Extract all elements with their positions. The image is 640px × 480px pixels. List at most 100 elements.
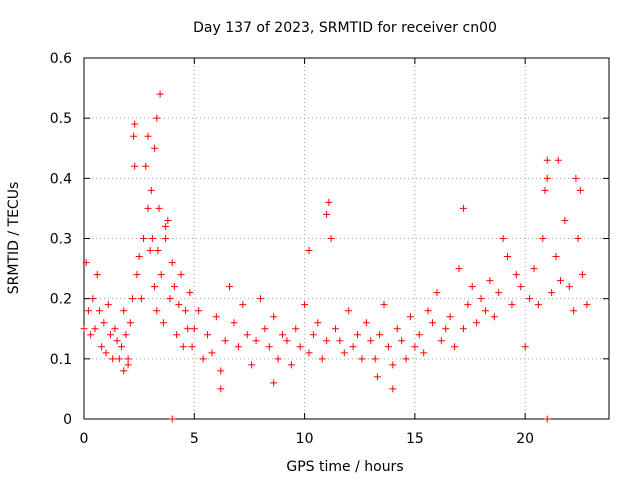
y-axis-label: SRMTID / TECUs [6, 182, 22, 295]
data-point [572, 174, 580, 182]
data-point [106, 331, 114, 339]
data-point [384, 343, 392, 351]
data-point [543, 156, 551, 164]
data-point [111, 325, 119, 333]
data-point [162, 222, 170, 230]
data-point [221, 337, 229, 345]
data-point [389, 385, 397, 393]
data-point [256, 295, 264, 303]
data-point [354, 331, 362, 339]
data-point [120, 367, 128, 375]
data-point [82, 259, 90, 267]
data-point [142, 162, 150, 170]
data-point [411, 343, 419, 351]
data-point [371, 355, 379, 363]
data-point [468, 283, 476, 291]
data-point [336, 337, 344, 345]
data-point [248, 361, 256, 369]
data-point [154, 247, 162, 255]
x-tick-label: 20 [516, 431, 534, 447]
data-point [292, 325, 300, 333]
data-point [186, 289, 194, 297]
data-point [543, 174, 551, 182]
data-point [459, 325, 467, 333]
data-point [270, 379, 278, 387]
data-point [556, 277, 564, 285]
data-point [477, 295, 485, 303]
data-point [296, 343, 304, 351]
data-point [199, 355, 207, 363]
data-point [226, 283, 234, 291]
data-point [173, 331, 181, 339]
data-point [345, 307, 353, 315]
data-point [122, 331, 130, 339]
data-point [89, 295, 97, 303]
data-point [548, 289, 556, 297]
data-point [327, 235, 335, 242]
data-point [287, 361, 295, 369]
data-point [265, 343, 273, 351]
data-point [521, 343, 529, 351]
data-point [490, 313, 498, 321]
data-point [115, 355, 123, 363]
x-tick-label: 10 [296, 431, 314, 447]
data-point [204, 331, 212, 339]
data-point [131, 120, 139, 128]
data-point [159, 319, 167, 327]
data-point [170, 283, 178, 291]
data-point [126, 319, 134, 327]
data-point [230, 319, 238, 327]
data-point [166, 295, 174, 303]
x-tick-label: 5 [190, 431, 199, 447]
data-point [473, 319, 481, 327]
data-point [512, 271, 520, 279]
data-point [151, 144, 159, 152]
data-point [98, 343, 106, 351]
data-point [415, 331, 423, 339]
data-point [437, 337, 445, 345]
data-point [323, 210, 331, 218]
data-point [283, 337, 291, 345]
data-point [184, 325, 192, 333]
data-point [151, 283, 159, 291]
data-point [420, 349, 428, 357]
data-point [93, 271, 101, 279]
data-point [367, 337, 375, 345]
data-point [561, 216, 569, 224]
data-point [402, 355, 410, 363]
data-point [279, 331, 287, 339]
data-point [565, 283, 573, 291]
data-point [376, 331, 384, 339]
data-point [124, 361, 132, 369]
x-tick-label: 0 [80, 431, 89, 447]
data-point [406, 313, 414, 321]
data-point [155, 204, 163, 212]
y-tick-label: 0.5 [50, 111, 72, 127]
y-tick-label: 0 [63, 412, 72, 428]
data-point [168, 259, 176, 267]
data-point [499, 235, 507, 242]
y-tick-label: 0.1 [50, 352, 72, 368]
data-point [95, 307, 103, 315]
data-point [212, 313, 220, 321]
data-point [380, 301, 388, 309]
data-point [455, 265, 463, 273]
data-point [84, 307, 92, 315]
data-point [534, 301, 542, 309]
data-point [144, 132, 152, 140]
data-point [464, 301, 472, 309]
data-point [91, 325, 99, 333]
data-point [274, 355, 282, 363]
data-point [208, 349, 216, 357]
data-point [131, 162, 139, 170]
data-point [433, 289, 441, 297]
data-point [239, 301, 247, 309]
data-point [446, 313, 454, 321]
data-point [398, 337, 406, 345]
data-point [164, 216, 172, 224]
data-point [373, 373, 381, 381]
data-point [358, 355, 366, 363]
data-point [574, 235, 582, 242]
data-point [526, 295, 534, 303]
